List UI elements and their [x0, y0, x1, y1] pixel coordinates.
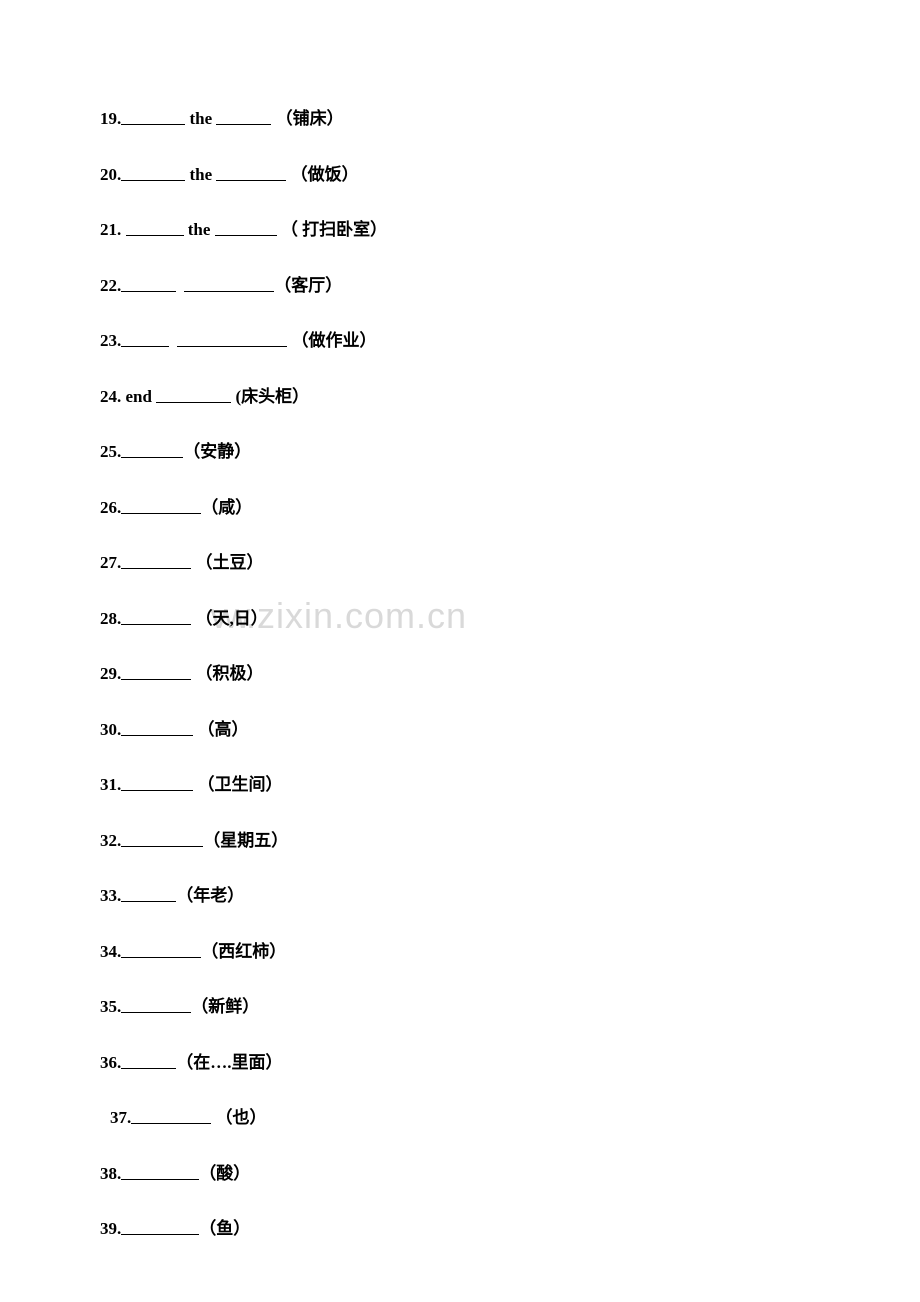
worksheet-item: 36. （在….里面） — [100, 1054, 820, 1071]
fill-in-blank[interactable] — [121, 1163, 199, 1180]
item-number: 32. — [100, 831, 121, 850]
worksheet-content: 19. the （铺床）20. the （做饭）21. the （ 打扫卧室）2… — [0, 0, 920, 1237]
worksheet-item: 39. （鱼） — [100, 1220, 820, 1237]
fill-in-blank[interactable] — [121, 108, 185, 125]
worksheet-item: 32. （星期五） — [100, 832, 820, 849]
fill-in-blank[interactable] — [121, 663, 191, 680]
fill-in-blank[interactable] — [121, 774, 193, 791]
item-text: (床头柜） — [231, 387, 309, 406]
item-text: （星期五） — [203, 831, 288, 850]
worksheet-item: 25. （安静） — [100, 443, 820, 460]
fill-in-blank[interactable] — [121, 552, 191, 569]
worksheet-item: 21. the （ 打扫卧室） — [100, 221, 820, 238]
item-text: （积极） — [191, 664, 263, 683]
item-number: 30. — [100, 720, 121, 739]
fill-in-blank[interactable] — [121, 497, 201, 514]
worksheet-item: 33. （年老） — [100, 887, 820, 904]
item-text: （做饭） — [286, 165, 358, 184]
item-text: the — [184, 220, 215, 239]
fill-in-blank[interactable] — [131, 1107, 211, 1124]
item-text: （年老） — [176, 886, 244, 905]
item-text: （酸） — [199, 1164, 250, 1183]
item-text: （高） — [193, 720, 248, 739]
item-number: 23. — [100, 331, 121, 350]
item-text: （卫生间） — [193, 775, 282, 794]
item-number: 25. — [100, 442, 121, 461]
item-text: （天,日） — [191, 609, 268, 628]
items-list: 19. the （铺床）20. the （做饭）21. the （ 打扫卧室）2… — [100, 110, 820, 1237]
fill-in-blank[interactable] — [121, 608, 191, 625]
fill-in-blank[interactable] — [121, 164, 185, 181]
worksheet-item: 19. the （铺床） — [100, 110, 820, 127]
item-number: 28. — [100, 609, 121, 628]
worksheet-item: 22. （客厅） — [100, 277, 820, 294]
fill-in-blank[interactable] — [121, 330, 169, 347]
item-text: （铺床） — [271, 109, 343, 128]
item-number: 35. — [100, 997, 121, 1016]
worksheet-item: 30. （高） — [100, 721, 820, 738]
fill-in-blank[interactable] — [121, 996, 191, 1013]
item-text: （也） — [211, 1108, 266, 1127]
fill-in-blank[interactable] — [121, 1052, 176, 1069]
fill-in-blank[interactable] — [177, 330, 287, 347]
item-number: 21. — [100, 220, 126, 239]
item-number: 22. — [100, 276, 121, 295]
item-number: 31. — [100, 775, 121, 794]
item-number: 38. — [100, 1164, 121, 1183]
fill-in-blank[interactable] — [215, 219, 277, 236]
fill-in-blank[interactable] — [121, 275, 176, 292]
worksheet-item: 24. end (床头柜） — [100, 388, 820, 405]
fill-in-blank[interactable] — [126, 219, 184, 236]
item-number: 33. — [100, 886, 121, 905]
item-text: （做作业） — [287, 331, 376, 350]
fill-in-blank[interactable] — [121, 885, 176, 902]
worksheet-item: 38. （酸） — [100, 1165, 820, 1182]
item-text: （土豆） — [191, 553, 263, 572]
item-number: 20. — [100, 165, 121, 184]
worksheet-item: 34. （西红柿） — [100, 943, 820, 960]
item-text: （ 打扫卧室） — [277, 220, 388, 239]
worksheet-item: 31. （卫生间） — [100, 776, 820, 793]
worksheet-item: 28. （天,日） — [100, 610, 820, 627]
fill-in-blank[interactable] — [184, 275, 274, 292]
item-text: （在….里面） — [176, 1053, 282, 1072]
worksheet-item: 27. （土豆） — [100, 554, 820, 571]
item-number: 27. — [100, 553, 121, 572]
item-number: 26. — [100, 498, 121, 517]
fill-in-blank[interactable] — [121, 830, 203, 847]
item-text: （咸） — [201, 498, 252, 517]
item-text: （客厅） — [274, 276, 342, 295]
item-number: 34. — [100, 942, 121, 961]
worksheet-item: 35. （新鲜） — [100, 998, 820, 1015]
worksheet-item: 37. （也） — [100, 1109, 820, 1126]
item-number: 37. — [110, 1108, 131, 1127]
fill-in-blank[interactable] — [121, 941, 201, 958]
fill-in-blank[interactable] — [121, 1218, 199, 1235]
worksheet-item: 26. （咸） — [100, 499, 820, 516]
item-number: 24. end — [100, 387, 156, 406]
item-number: 29. — [100, 664, 121, 683]
fill-in-blank[interactable] — [156, 386, 231, 403]
item-number: 19. — [100, 109, 121, 128]
item-number: 39. — [100, 1219, 121, 1238]
item-text: （安静） — [183, 442, 251, 461]
fill-in-blank[interactable] — [121, 441, 183, 458]
worksheet-item: 20. the （做饭） — [100, 166, 820, 183]
item-text: （西红柿） — [201, 942, 286, 961]
item-text: the — [185, 165, 216, 184]
worksheet-item: 29. （积极） — [100, 665, 820, 682]
item-text: the — [185, 109, 216, 128]
fill-in-blank[interactable] — [216, 164, 286, 181]
item-number: 36. — [100, 1053, 121, 1072]
item-text: （新鲜） — [191, 997, 259, 1016]
item-text: （鱼） — [199, 1219, 250, 1238]
worksheet-item: 23. （做作业） — [100, 332, 820, 349]
fill-in-blank[interactable] — [216, 108, 271, 125]
fill-in-blank[interactable] — [121, 719, 193, 736]
